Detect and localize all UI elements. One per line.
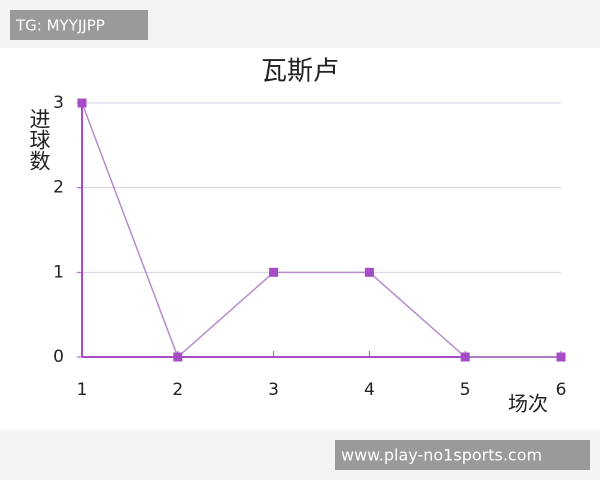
point-marker: [77, 98, 87, 108]
y-axis-label: 进球数: [27, 108, 51, 171]
top-label-box: [10, 10, 148, 40]
chart-title: 瓦斯卢: [261, 57, 339, 87]
x-tick-label: 3: [268, 380, 279, 400]
y-tick-label: 0: [53, 347, 64, 367]
bottom-label-box: [335, 440, 590, 470]
x-tick-label: 4: [364, 380, 375, 400]
y-tick-label: 2: [53, 178, 64, 198]
top-label: TG: MYYJJPP: [15, 17, 105, 35]
point-marker: [269, 267, 279, 277]
y-tick-label: 3: [53, 93, 64, 113]
series-line: [81, 102, 561, 359]
x-axis-label: 场次: [508, 392, 548, 416]
point-marker: [556, 352, 566, 362]
x-tick-label: 6: [556, 380, 567, 400]
y-tick-label: 1: [53, 262, 64, 282]
chart-area: [0, 48, 600, 430]
bottom-label: www.play-no1sports.com: [341, 446, 542, 465]
x-tick-label: 5: [460, 380, 471, 400]
point-marker: [460, 352, 470, 362]
point-marker: [173, 352, 183, 362]
point-marker: [364, 267, 374, 277]
x-tick-label: 1: [77, 380, 88, 400]
x-tick-label: 2: [172, 380, 183, 400]
